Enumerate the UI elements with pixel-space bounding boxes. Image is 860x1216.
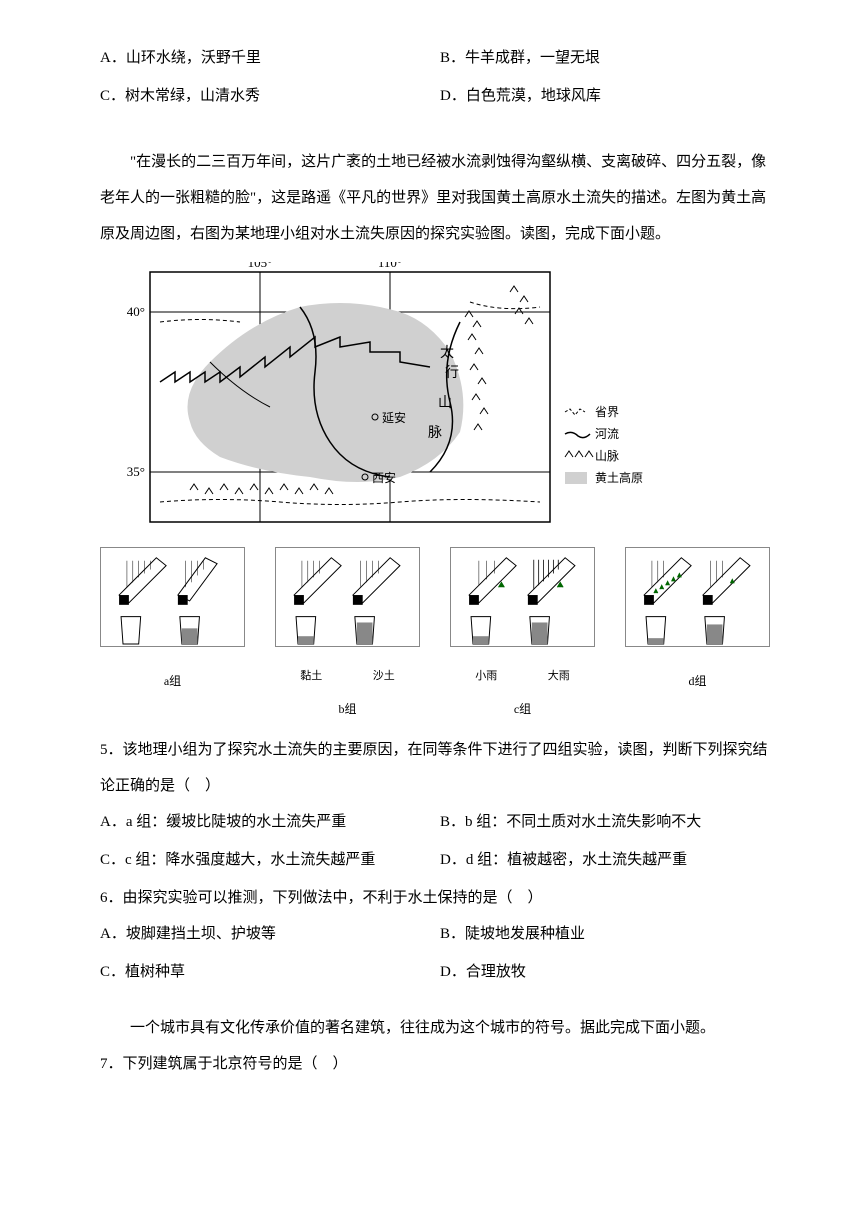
- option-a[interactable]: A．山环水绕，沃野千里: [100, 40, 440, 76]
- svg-text:行: 行: [445, 365, 459, 381]
- passage-city-symbol: 一个城市具有文化传承价值的著名建筑，往往成为这个城市的符号。据此完成下面小题。: [100, 1010, 780, 1046]
- svg-text:110°: 110°: [378, 262, 402, 270]
- group-c-label: c组: [450, 695, 595, 724]
- q6-option-c[interactable]: C．植树种草: [100, 954, 440, 990]
- passage-loess: "在漫长的二三百万年间，这片广袤的土地已经被水流剥蚀得沟壑纵横、支离破碎、四分五…: [100, 144, 780, 252]
- svg-text:西安: 西安: [372, 470, 396, 485]
- group-b-label: b组: [275, 695, 420, 724]
- svg-text:延安: 延安: [382, 410, 406, 425]
- group-d-label: d组: [625, 667, 770, 696]
- q5-option-b[interactable]: B．b 组：不同土质对水土流失影响不大: [440, 804, 780, 840]
- svg-text:脉: 脉: [428, 425, 442, 441]
- svg-text:黄土高原: 黄土高原: [595, 470, 643, 485]
- option-d[interactable]: D．白色荒漠，地球风库: [440, 78, 780, 114]
- option-c[interactable]: C．树木常绿，山清水秀: [100, 78, 440, 114]
- svg-text:40°: 40°: [127, 304, 145, 319]
- question-5-stem: 5．该地理小组为了探究水土流失的主要原因，在同等条件下进行了四组实验，读图，判断…: [100, 732, 780, 804]
- q6-option-b[interactable]: B．陡坡地发展种植业: [440, 916, 780, 952]
- q5-option-a[interactable]: A．a 组：缓坡比陡坡的水土流失严重: [100, 804, 440, 840]
- q5-option-c[interactable]: C．c 组：降水强度越大，水土流失越严重: [100, 842, 440, 878]
- q5-option-d[interactable]: D．d 组：植被越密，水土流失越严重: [440, 842, 780, 878]
- q6-option-d[interactable]: D．合理放牧: [440, 954, 780, 990]
- svg-text:山脉: 山脉: [595, 448, 619, 463]
- svg-text:河流: 河流: [595, 427, 619, 441]
- group-a-label: a组: [100, 667, 245, 696]
- q6-option-a[interactable]: A．坡脚建挡土坝、护坡等: [100, 916, 440, 952]
- loess-plateau-map: 105° 110° 40° 35° 延安 西安: [120, 262, 660, 532]
- svg-text:山: 山: [438, 395, 452, 411]
- question-6-stem: 6．由探究实验可以推测，下列做法中，不利于水土保持的是（ ）: [100, 880, 780, 916]
- svg-text:35°: 35°: [127, 464, 145, 479]
- svg-text:省界: 省界: [595, 405, 619, 419]
- svg-text:太: 太: [440, 345, 454, 361]
- question-7-stem: 7．下列建筑属于北京符号的是（ ）: [100, 1046, 780, 1082]
- svg-text:105°: 105°: [248, 262, 273, 270]
- experiment-diagrams: a组 黏土 沙土 b组: [100, 547, 780, 724]
- option-b[interactable]: B．牛羊成群，一望无垠: [440, 40, 780, 76]
